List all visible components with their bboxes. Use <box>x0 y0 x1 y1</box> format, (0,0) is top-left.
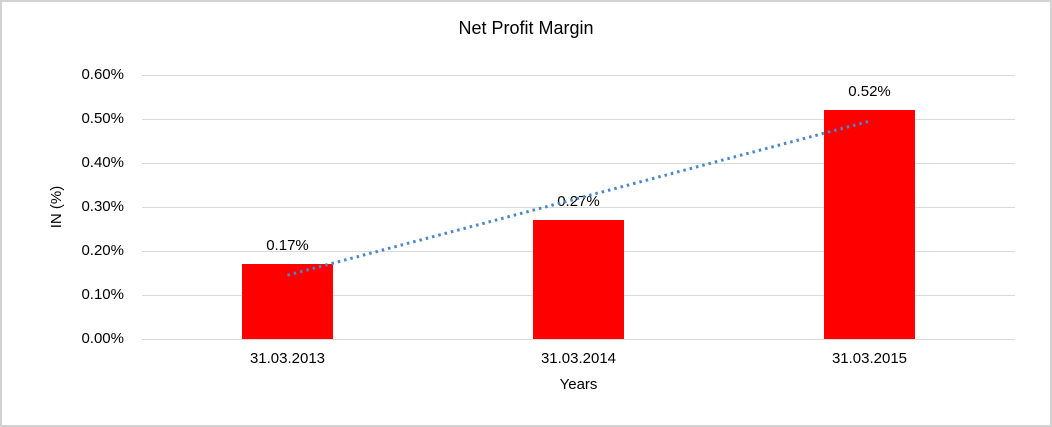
x-tick-label: 31.03.2013 <box>249 350 326 367</box>
gridline <box>142 118 1015 120</box>
y-tick-label: 0.20% <box>81 242 124 259</box>
bar <box>533 220 624 339</box>
y-tick-label: 0.50% <box>81 110 124 127</box>
chart-title: Net Profit Margin <box>458 18 594 38</box>
bar-data-label: 0.52% <box>848 83 891 101</box>
y-tick-label: 0.30% <box>81 198 124 215</box>
gridline <box>142 338 1015 340</box>
gridline <box>142 74 1015 76</box>
x-tick-label: 31.03.2014 <box>540 350 617 367</box>
y-tick-label: 0.00% <box>81 330 124 347</box>
y-tick-label: 0.60% <box>81 66 124 83</box>
x-axis-title: Years <box>559 376 598 393</box>
bar <box>824 110 915 339</box>
bar <box>242 264 333 339</box>
bar-data-label: 0.17% <box>266 237 309 255</box>
x-tick-label: 31.03.2015 <box>831 350 908 367</box>
y-tick-label: 0.40% <box>81 154 124 171</box>
y-tick-label: 0.10% <box>81 286 124 303</box>
bar-data-label: 0.27% <box>557 193 600 211</box>
